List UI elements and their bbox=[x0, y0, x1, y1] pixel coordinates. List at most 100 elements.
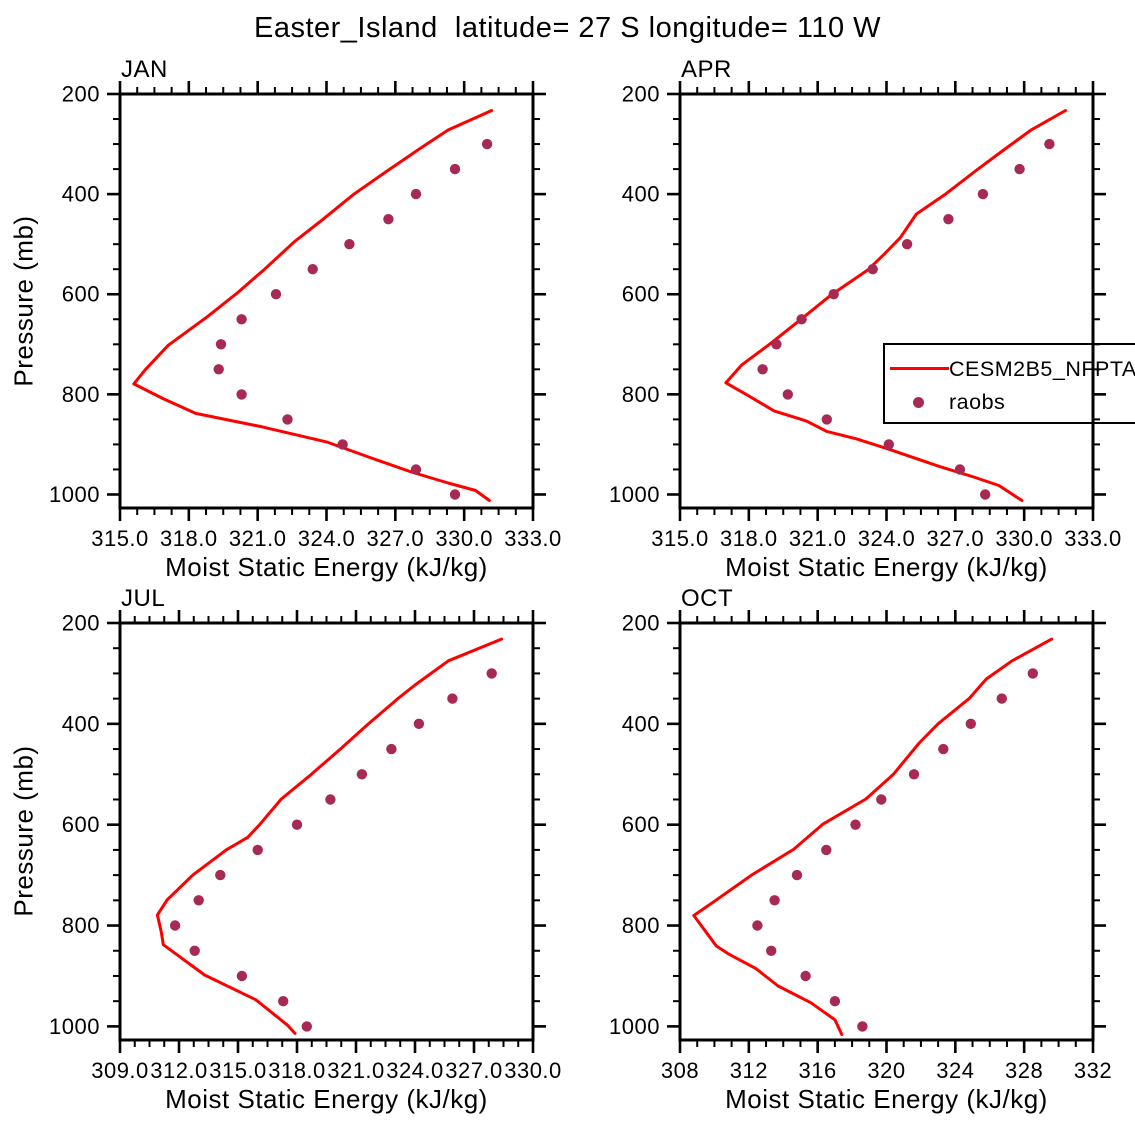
axis-ticks bbox=[107, 81, 546, 521]
model-line-sample bbox=[890, 367, 949, 370]
panel-jan-month-label: JAN bbox=[121, 56, 168, 83]
raobs-dot bbox=[383, 214, 394, 225]
raobs-dot bbox=[307, 264, 318, 275]
y-tick-label: 1000 bbox=[49, 1014, 100, 1039]
y-tick-label: 1000 bbox=[49, 482, 100, 507]
x-tick-label: 324 bbox=[936, 1058, 974, 1083]
raobs-dot-sample bbox=[913, 397, 924, 408]
x-tick-label: 327.0 bbox=[927, 526, 985, 551]
raobs-dot bbox=[193, 895, 204, 906]
raobs-dot bbox=[189, 945, 200, 956]
model-legend-label: CESM2B5_NFPTA bbox=[949, 357, 1135, 381]
raobs-dot bbox=[1027, 668, 1039, 679]
y-tick-label: 400 bbox=[622, 711, 660, 736]
x-tick-label: 312.0 bbox=[150, 1058, 208, 1083]
raobs-dot bbox=[1014, 163, 1025, 175]
panel-oct-month-label: OCT bbox=[681, 585, 734, 612]
x-tick-label: 324.0 bbox=[386, 1058, 444, 1083]
raobs-dot bbox=[800, 970, 811, 982]
tick-labels: 309.0 312.0 315.0 318.0 321.0 324.0 327.0 330.0… bbox=[49, 611, 562, 1084]
x-tick-label: 321.0 bbox=[229, 526, 287, 551]
plot-frame bbox=[678, 621, 1095, 1042]
panel-apr-plot: 315.0 318.0 321.0 324.0 327.0 330.0 333.0 200 40… bbox=[609, 81, 1122, 551]
y-tick-label: 600 bbox=[62, 282, 100, 307]
x-tick-label: 330.0 bbox=[435, 526, 493, 551]
x-tick-label: 330.0 bbox=[995, 526, 1053, 551]
y-tick-label: 600 bbox=[622, 282, 660, 307]
y-tick-label: 400 bbox=[62, 182, 100, 207]
y-tick-label: 200 bbox=[62, 611, 100, 636]
x-tick-label: 315.0 bbox=[91, 526, 149, 551]
raobs-dot bbox=[829, 996, 841, 1007]
raobs-dot bbox=[757, 364, 768, 375]
x-axis-title-jul: Moist Static Energy (kJ/kg) bbox=[165, 1084, 488, 1114]
x-tick-label: 318.0 bbox=[160, 526, 218, 551]
raobs-dot bbox=[386, 743, 397, 755]
raobs-dot bbox=[867, 264, 878, 275]
x-tick-label: 321.0 bbox=[789, 526, 847, 551]
raobs-dot bbox=[213, 364, 224, 375]
raobs-dot bbox=[769, 895, 780, 906]
raobs-dot bbox=[965, 718, 976, 729]
x-tick-label: 321.0 bbox=[327, 1058, 385, 1083]
x-tick-label: 332 bbox=[1074, 1058, 1112, 1083]
x-tick-label: 324.0 bbox=[858, 526, 916, 551]
x-tick-label: 315.0 bbox=[209, 1058, 267, 1083]
raobs-dot bbox=[486, 668, 497, 679]
raobs-dot bbox=[908, 769, 920, 780]
axis-ticks bbox=[107, 610, 546, 1053]
raobs-dot bbox=[876, 794, 887, 805]
raobs-dot bbox=[1044, 138, 1055, 150]
axis-ticks bbox=[667, 610, 1106, 1053]
raobs-legend-label: raobs bbox=[949, 390, 1006, 414]
x-tick-label: 309.0 bbox=[91, 1058, 149, 1083]
raobs-dot bbox=[782, 389, 793, 400]
raobs-dots bbox=[213, 138, 493, 500]
tick-labels: 308 312 316 320 324 328 332 200 400 600 800 1000 bbox=[609, 611, 1112, 1084]
x-axis-title-apr: Moist Static Energy (kJ/kg) bbox=[725, 552, 1048, 582]
y-axis-title-jan: Pressure (mb) bbox=[8, 215, 39, 387]
raobs-dot bbox=[850, 819, 861, 830]
raobs-dot bbox=[236, 314, 247, 325]
x-tick-label: 316 bbox=[799, 1058, 837, 1083]
x-tick-label: 320 bbox=[867, 1058, 905, 1083]
raobs-dot bbox=[752, 920, 763, 931]
raobs-dot bbox=[980, 489, 991, 500]
x-tick-label: 333.0 bbox=[1064, 526, 1122, 551]
model-line bbox=[132, 109, 494, 502]
raobs-dot bbox=[821, 844, 832, 856]
raobs-dots bbox=[169, 668, 497, 1032]
raobs-dot bbox=[828, 289, 839, 300]
x-tick-label: 315.0 bbox=[651, 526, 709, 551]
y-tick-label: 800 bbox=[62, 382, 100, 407]
raobs-dot bbox=[344, 239, 355, 250]
y-tick-label: 1000 bbox=[609, 482, 660, 507]
model-line bbox=[155, 637, 503, 1035]
raobs-dot bbox=[252, 844, 263, 856]
raobs-dots bbox=[757, 138, 1055, 500]
panel-jul-month-label: JUL bbox=[121, 585, 166, 612]
raobs-dot bbox=[796, 314, 807, 325]
plot-frame bbox=[118, 621, 535, 1042]
x-tick-label: 308 bbox=[661, 1058, 699, 1083]
figure-title: Easter_Island latitude= 27 S longitude= … bbox=[253, 12, 882, 44]
raobs-dot bbox=[766, 945, 777, 956]
y-tick-label: 600 bbox=[622, 812, 660, 837]
raobs-dots bbox=[752, 668, 1039, 1032]
panel-apr-month-label: APR bbox=[681, 56, 732, 83]
x-tick-label: 330.0 bbox=[504, 1058, 562, 1083]
raobs-dot bbox=[996, 693, 1007, 704]
tick-labels: 315.0 318.0 321.0 324.0 327.0 330.0 333.0 200 40… bbox=[49, 82, 561, 552]
raobs-dot bbox=[410, 464, 422, 475]
raobs-dot bbox=[337, 439, 348, 450]
x-tick-label: 324.0 bbox=[298, 526, 356, 551]
x-tick-label: 318.0 bbox=[720, 526, 778, 551]
x-tick-label: 327.0 bbox=[445, 1058, 503, 1083]
panel-oct-plot: 308 312 316 320 324 328 332 200 400 600 800 1000 bbox=[609, 610, 1112, 1083]
y-tick-label: 400 bbox=[62, 711, 100, 736]
x-tick-label: 327.0 bbox=[367, 526, 425, 551]
raobs-dot bbox=[449, 163, 461, 175]
raobs-dot bbox=[301, 1021, 312, 1032]
